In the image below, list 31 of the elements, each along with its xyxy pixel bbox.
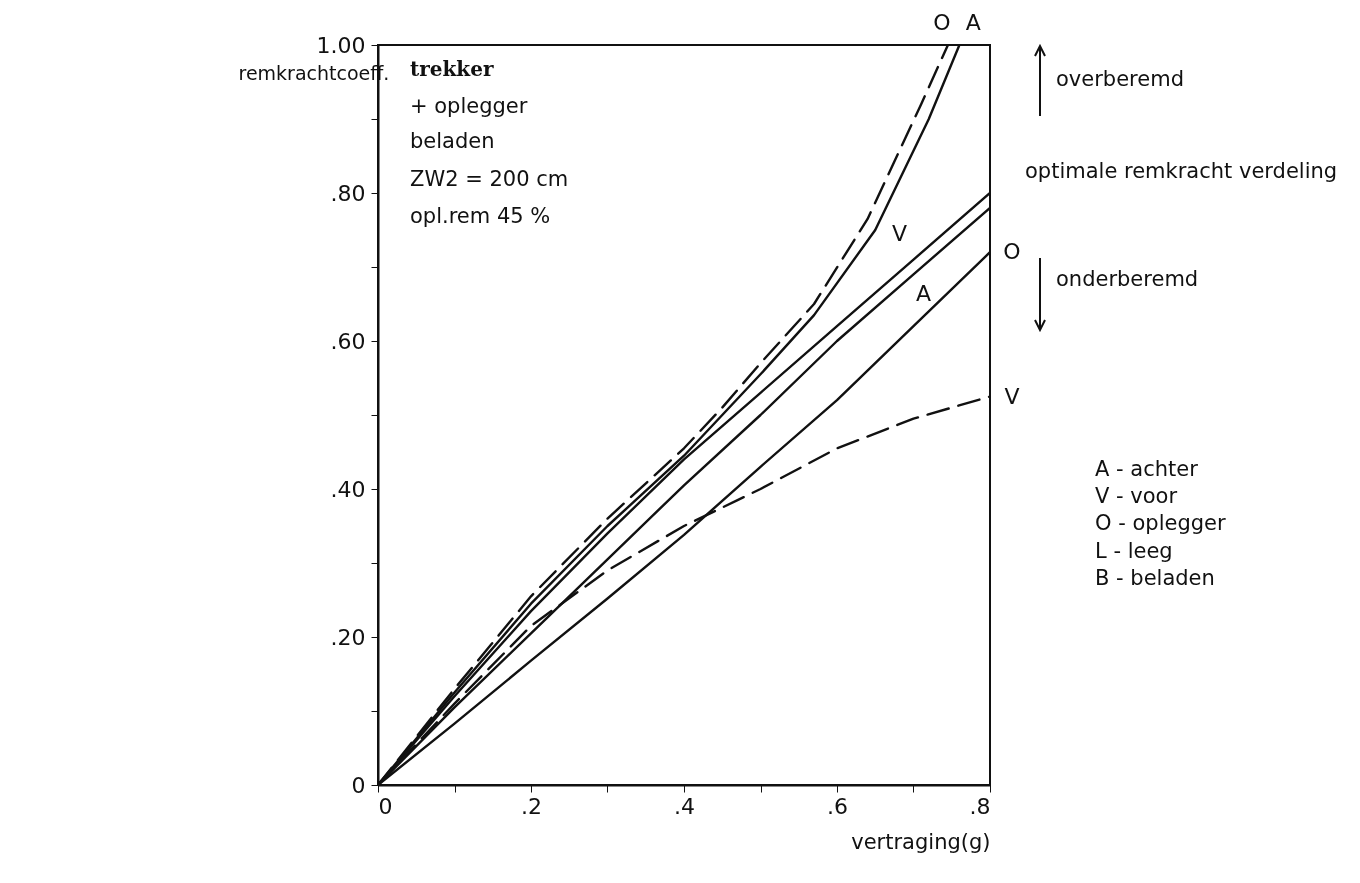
y-tick-label: .40 [330,476,366,502]
x-tick-label: .8 [969,793,991,819]
text: O - oplegger [1095,511,1226,536]
series-label: A [965,10,981,35]
text: optimale remkracht verdeling [1025,159,1339,184]
y-tick-label: 0 [351,772,366,798]
text: B - beladen [1095,566,1215,591]
series-label: O [1003,239,1021,265]
series-label: V [891,220,908,246]
x-tick-label: .2 [521,793,542,819]
series-label: O [933,10,951,35]
text: A - achter [1095,457,1198,482]
x-tick-label: .6 [827,793,848,819]
text: onderberemd [1056,267,1199,292]
y-tick-label: 1.00 [316,32,366,58]
text: V - voor [1095,484,1178,509]
x-axis-title: vertraging(g) [851,829,991,854]
annotation: + oplegger [410,94,528,119]
annotation: trekker [410,57,494,81]
series-label: A [915,281,932,307]
series-label: V [1004,383,1020,409]
annotation: opl.rem 45 % [410,204,551,229]
text: overberemd [1056,67,1184,92]
annotation: ZW2 = 200 cm [410,167,569,192]
text: L - leeg [1095,539,1173,564]
y-tick-label: .20 [330,624,366,650]
y-tick-label: .80 [330,180,366,206]
y-tick-label: .60 [330,328,366,354]
annotation: beladen [410,129,495,154]
x-tick-label: .4 [674,793,695,819]
x-tick-label: 0 [378,793,393,819]
